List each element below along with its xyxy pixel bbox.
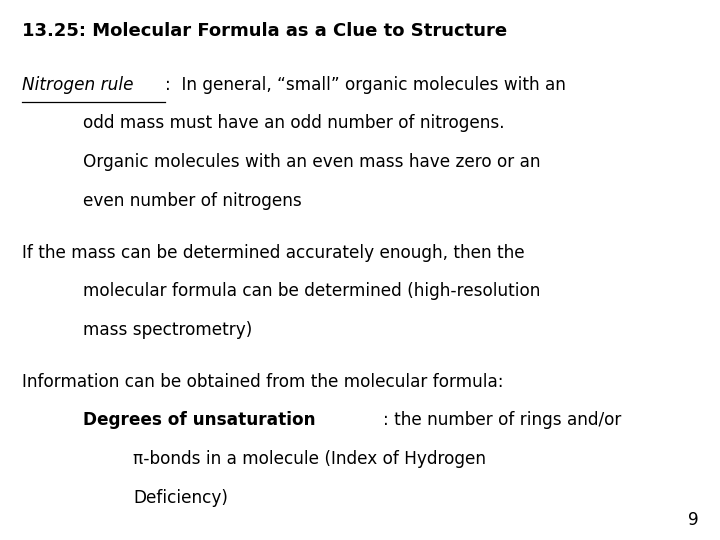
- Text: π-bonds in a molecule (Index of Hydrogen: π-bonds in a molecule (Index of Hydrogen: [133, 450, 486, 468]
- Text: : the number of rings and/or: : the number of rings and/or: [383, 411, 621, 429]
- Text: mass spectrometry): mass spectrometry): [83, 321, 252, 339]
- Text: Organic molecules with an even mass have zero or an: Organic molecules with an even mass have…: [83, 153, 540, 171]
- Text: 13.25: Molecular Formula as a Clue to Structure: 13.25: Molecular Formula as a Clue to St…: [22, 22, 507, 39]
- Text: even number of nitrogens: even number of nitrogens: [83, 192, 302, 210]
- Text: :  In general, “small” organic molecules with an: : In general, “small” organic molecules …: [166, 76, 567, 93]
- Text: Information can be obtained from the molecular formula:: Information can be obtained from the mol…: [22, 373, 503, 390]
- Text: molecular formula can be determined (high-resolution: molecular formula can be determined (hig…: [83, 282, 540, 300]
- Text: 9: 9: [688, 511, 698, 529]
- Text: Degrees of unsaturation: Degrees of unsaturation: [83, 411, 315, 429]
- Text: Deficiency): Deficiency): [133, 489, 228, 507]
- Text: odd mass must have an odd number of nitrogens.: odd mass must have an odd number of nitr…: [83, 114, 505, 132]
- Text: Nitrogen rule: Nitrogen rule: [22, 76, 133, 93]
- Text: If the mass can be determined accurately enough, then the: If the mass can be determined accurately…: [22, 244, 524, 261]
